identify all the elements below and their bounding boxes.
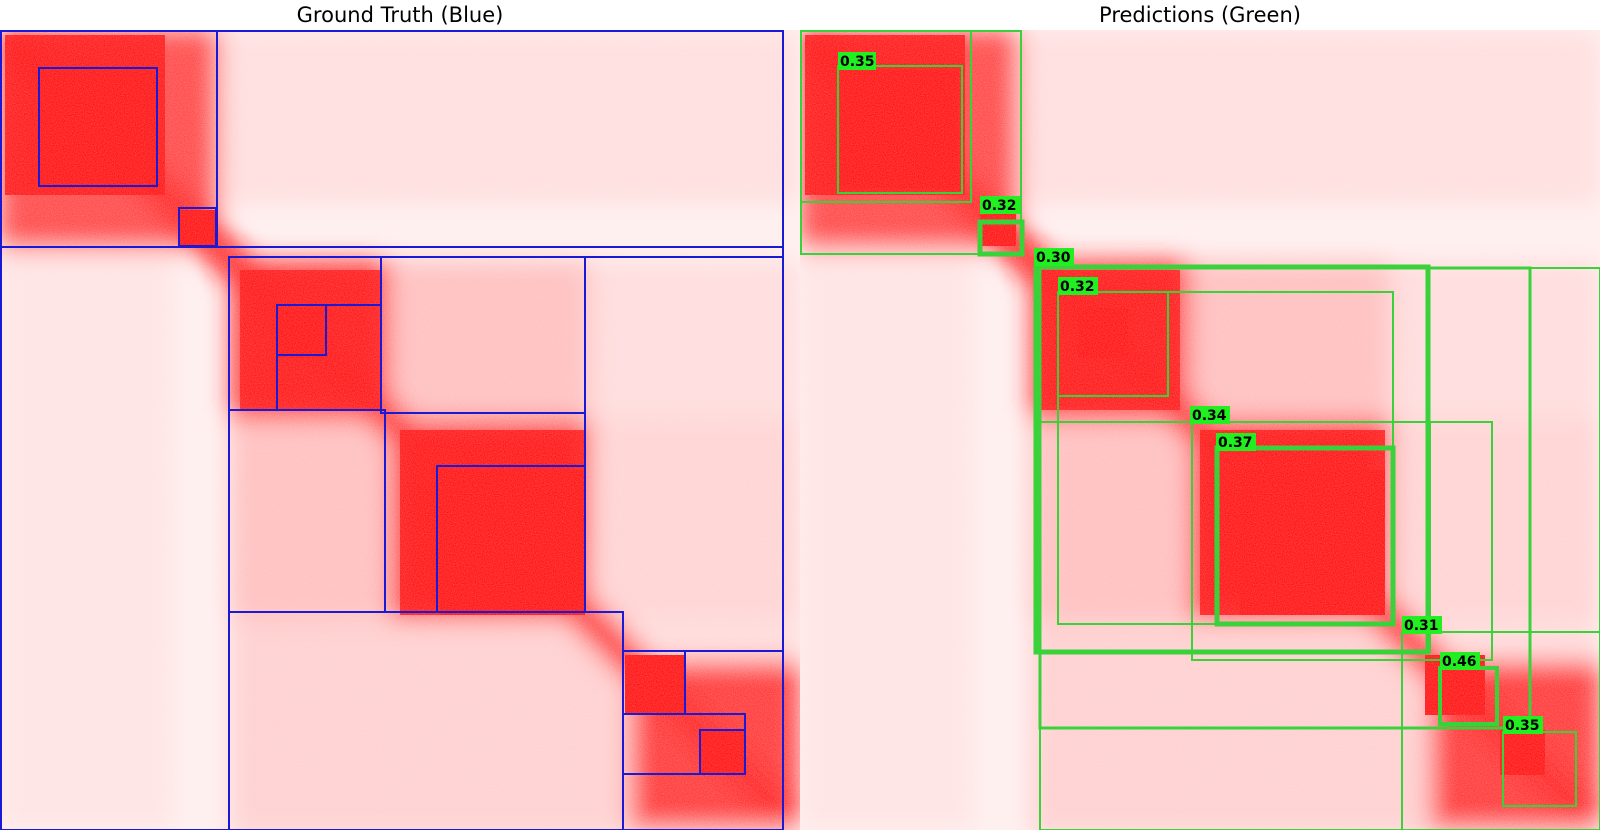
svg-text:0.30: 0.30 xyxy=(1036,250,1071,266)
svg-text:0.35: 0.35 xyxy=(1505,718,1540,734)
pred-box xyxy=(1191,421,1493,661)
pred-box xyxy=(837,65,963,194)
score-label: 0.31 xyxy=(1402,616,1442,634)
svg-text:0.34: 0.34 xyxy=(1192,408,1227,424)
score-label: 0.32 xyxy=(980,196,1020,214)
prediction-boxes xyxy=(800,30,1600,830)
pred-box xyxy=(977,219,1025,257)
score-label: 0.34 xyxy=(1190,406,1230,424)
svg-text:0.35: 0.35 xyxy=(840,54,875,70)
pred-box xyxy=(1039,267,1600,830)
svg-text:0.46: 0.46 xyxy=(1442,654,1477,670)
predictions-title: Predictions (Green) xyxy=(1099,3,1301,27)
svg-text:0.32: 0.32 xyxy=(982,198,1017,214)
ground-truth-title: Ground Truth (Blue) xyxy=(296,3,504,27)
ground-truth-panel xyxy=(0,30,800,830)
predictions-panel: 0.35 0.32 0.30 0.32 0.34 0.37 xyxy=(800,30,1600,830)
gt-box xyxy=(276,304,327,356)
score-label: 0.35 xyxy=(1503,716,1543,734)
score-label: 0.30 xyxy=(1034,248,1074,266)
gt-box xyxy=(699,729,746,775)
score-label: 0.46 xyxy=(1440,652,1480,670)
svg-text:0.31: 0.31 xyxy=(1404,618,1439,634)
pred-box xyxy=(800,30,1022,255)
gt-box xyxy=(38,67,158,187)
score-label: 0.32 xyxy=(1058,277,1098,295)
ground-truth-boxes xyxy=(0,30,784,830)
score-label: 0.37 xyxy=(1216,433,1256,451)
score-label: 0.35 xyxy=(838,52,876,70)
svg-text:0.37: 0.37 xyxy=(1218,435,1253,451)
gt-box xyxy=(178,207,217,247)
score-labels: 0.35 0.32 0.30 0.32 0.34 0.37 xyxy=(838,52,1543,734)
pred-box xyxy=(1214,445,1396,627)
pred-box xyxy=(1401,631,1600,830)
svg-text:0.32: 0.32 xyxy=(1060,279,1095,295)
